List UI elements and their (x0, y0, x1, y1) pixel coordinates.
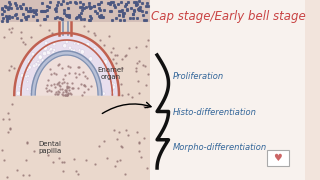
Text: ♥: ♥ (274, 153, 282, 163)
Circle shape (19, 91, 21, 93)
Circle shape (33, 64, 36, 68)
Bar (0, 0, 150, 180)
Circle shape (102, 92, 105, 95)
Circle shape (52, 51, 55, 54)
Text: Proliferation: Proliferation (173, 71, 224, 80)
Circle shape (111, 83, 113, 85)
Polygon shape (31, 51, 102, 95)
Text: Cap stage/Early bell stage: Cap stage/Early bell stage (151, 10, 306, 23)
Circle shape (44, 46, 47, 50)
Circle shape (68, 46, 71, 49)
Circle shape (46, 50, 51, 55)
Circle shape (20, 74, 24, 78)
Circle shape (31, 53, 35, 56)
Circle shape (65, 40, 68, 43)
Circle shape (49, 49, 51, 51)
Text: Enamel
organ: Enamel organ (97, 66, 124, 80)
Text: Histo-differentiation: Histo-differentiation (173, 107, 257, 116)
Circle shape (16, 91, 20, 95)
Circle shape (37, 60, 39, 63)
Circle shape (87, 59, 89, 61)
Circle shape (35, 63, 38, 66)
Circle shape (93, 47, 96, 50)
Circle shape (86, 42, 90, 47)
Text: Dental
papilla: Dental papilla (38, 141, 61, 154)
Bar (150, 0, 305, 180)
Circle shape (38, 55, 43, 59)
Circle shape (70, 48, 73, 51)
Circle shape (63, 44, 67, 48)
Circle shape (31, 57, 34, 60)
Circle shape (53, 48, 56, 52)
Circle shape (38, 64, 41, 67)
Circle shape (111, 83, 116, 87)
Circle shape (78, 49, 81, 52)
Circle shape (73, 49, 76, 52)
Circle shape (110, 91, 114, 95)
Circle shape (27, 81, 29, 83)
Circle shape (74, 43, 76, 45)
Circle shape (50, 48, 53, 51)
Polygon shape (14, 33, 119, 95)
Text: Morpho-differentiation: Morpho-differentiation (173, 143, 268, 152)
Circle shape (43, 51, 47, 56)
Circle shape (112, 86, 116, 89)
Circle shape (28, 66, 31, 69)
Circle shape (104, 60, 108, 64)
Circle shape (80, 50, 84, 54)
Circle shape (53, 42, 56, 46)
Circle shape (38, 56, 42, 60)
Circle shape (89, 57, 93, 61)
Circle shape (96, 70, 99, 74)
Circle shape (29, 91, 31, 93)
Circle shape (44, 41, 48, 45)
Circle shape (41, 59, 44, 62)
Circle shape (109, 76, 112, 79)
Circle shape (77, 42, 80, 45)
Circle shape (25, 67, 29, 71)
Circle shape (111, 82, 114, 85)
Bar (0, 0, 150, 22)
Circle shape (110, 78, 112, 80)
Circle shape (112, 87, 115, 89)
Circle shape (26, 88, 29, 91)
Circle shape (25, 75, 28, 78)
Circle shape (42, 62, 45, 65)
Polygon shape (36, 56, 97, 95)
Circle shape (27, 75, 29, 78)
Circle shape (18, 85, 21, 88)
Bar (267, 150, 289, 166)
Circle shape (27, 60, 31, 64)
